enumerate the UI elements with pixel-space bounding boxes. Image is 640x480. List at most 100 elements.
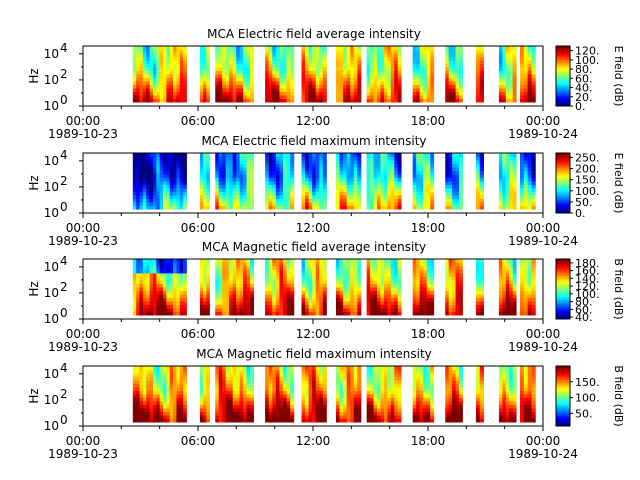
spectrogram-cell <box>339 195 344 199</box>
spectrogram-cell <box>250 46 254 50</box>
spectrogram-cell <box>339 174 344 178</box>
colorbar-swatch <box>556 183 570 185</box>
spectrogram-cell <box>239 311 244 316</box>
spectrogram-cell <box>215 301 220 305</box>
spectrogram-cell <box>430 98 435 103</box>
spectrogram-cell <box>206 198 210 203</box>
spectrogram-cell <box>268 95 273 99</box>
spectrogram-cell <box>279 156 284 161</box>
x-date-label: 1989-10-23 <box>48 127 118 141</box>
spectrogram-cell <box>527 156 532 161</box>
spectrogram-cell <box>370 184 374 189</box>
spectrogram-cell <box>308 411 313 416</box>
spectrogram-cell <box>265 308 270 312</box>
spectrogram-cell <box>377 56 381 61</box>
spectrogram-cell <box>459 56 463 61</box>
spectrogram-cell <box>426 98 431 103</box>
spectrogram-cell <box>455 160 460 164</box>
spectrogram-cell <box>498 301 503 305</box>
spectrogram-cell <box>412 283 417 288</box>
spectrogram-cell <box>169 404 174 409</box>
spectrogram-cell <box>346 308 351 312</box>
colorbar-swatch <box>556 277 570 279</box>
spectrogram-cell <box>265 287 270 291</box>
spectrogram-cell <box>377 283 381 288</box>
spectrogram-cell <box>419 266 424 270</box>
spectrogram-cell <box>152 283 157 288</box>
spectrogram-cell <box>353 91 358 96</box>
spectrogram-cell <box>380 198 385 203</box>
spectrogram-cell <box>243 397 248 402</box>
spectrogram-cell <box>146 198 150 203</box>
spectrogram-cell <box>275 53 280 57</box>
spectrogram-cell <box>380 308 385 312</box>
spectrogram-cell <box>308 276 313 281</box>
spectrogram-cell <box>159 170 164 175</box>
spectrogram-cell <box>149 70 154 75</box>
spectrogram-cell <box>315 174 320 178</box>
spectrogram-cell <box>397 63 402 68</box>
spectrogram-cell <box>239 301 244 305</box>
spectrogram-cell <box>275 181 280 185</box>
spectrogram-cell <box>179 287 184 291</box>
spectrogram-cell <box>179 301 184 305</box>
spectrogram-cell <box>225 373 230 377</box>
spectrogram-cell <box>268 383 273 388</box>
spectrogram-cell <box>159 259 164 263</box>
spectrogram-cell <box>346 81 351 85</box>
spectrogram-cell <box>225 88 230 92</box>
spectrogram-cell <box>426 294 431 298</box>
spectrogram-cell <box>279 170 284 175</box>
spectrogram-cell <box>229 276 234 281</box>
spectrogram-cell <box>512 304 517 309</box>
spectrogram-cell <box>423 163 428 168</box>
spectrogram-cell <box>377 91 381 96</box>
colorbar-tick-label: 160. <box>575 265 600 278</box>
spectrogram-cell <box>279 95 284 99</box>
spectrogram-cell <box>346 95 351 99</box>
spectrogram-cell <box>390 163 395 168</box>
spectrogram-cell <box>279 181 284 185</box>
spectrogram-cell <box>152 98 157 103</box>
spectrogram-cell <box>173 88 177 92</box>
spectrogram-cell <box>159 67 164 71</box>
spectrogram-cell <box>239 397 244 402</box>
spectrogram-cell <box>423 53 428 57</box>
spectrogram-cell <box>498 308 503 312</box>
spectrogram-cell <box>475 205 481 210</box>
spectrogram-cell <box>452 70 456 75</box>
spectrogram-cell <box>343 56 348 61</box>
spectrogram-cell <box>445 297 450 302</box>
spectrogram-cell <box>350 84 355 89</box>
spectrogram-cell <box>448 188 453 192</box>
spectrogram-cell <box>173 84 177 89</box>
spectrogram-cell <box>136 276 140 281</box>
spectrogram-cell <box>183 262 187 267</box>
spectrogram-cell <box>357 156 362 161</box>
spectrogram-cell <box>232 70 237 75</box>
spectrogram-cell <box>239 84 244 89</box>
spectrogram-cell <box>479 184 484 189</box>
spectrogram-cell <box>136 376 140 381</box>
spectrogram-cell <box>301 160 306 164</box>
spectrogram-cell <box>132 269 137 274</box>
spectrogram-cell <box>426 273 431 277</box>
spectrogram-cell <box>225 60 230 64</box>
spectrogram-cell <box>319 98 324 103</box>
spectrogram-cell <box>366 276 371 281</box>
spectrogram-cell <box>430 304 435 309</box>
spectrogram-cell <box>353 70 358 75</box>
spectrogram-cell <box>380 153 385 157</box>
spectrogram-cell <box>152 181 157 185</box>
spectrogram-cell <box>512 311 517 316</box>
spectrogram-cell <box>286 153 291 157</box>
spectrogram-cell <box>423 287 428 291</box>
spectrogram-cell <box>343 280 348 284</box>
spectrogram-cell <box>222 273 227 277</box>
x-tick-label: 06:00 <box>181 327 216 341</box>
spectrogram-cell <box>308 174 313 178</box>
spectrogram-cell <box>183 394 187 398</box>
spectrogram-cell <box>149 301 154 305</box>
spectrogram-cell <box>397 191 402 196</box>
spectrogram-cell <box>475 91 481 96</box>
